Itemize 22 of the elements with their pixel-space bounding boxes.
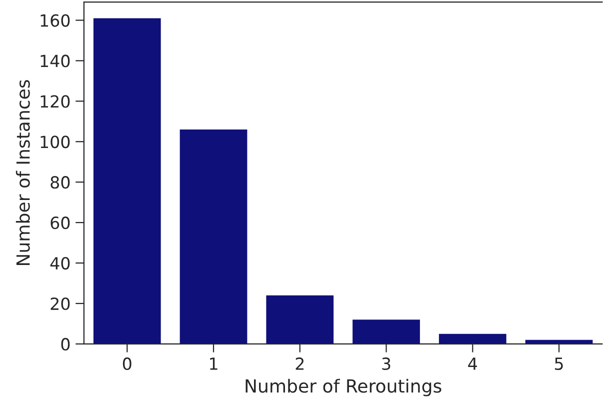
y-tick-label: 60 — [50, 216, 70, 230]
y-tick-label: 160 — [40, 14, 70, 27]
x-tick-label: 1 — [210, 358, 218, 370]
y-tick-label: 40 — [50, 256, 70, 270]
bar — [180, 129, 248, 344]
x-tick-label: 3 — [382, 357, 390, 370]
y-tick-label: 100 — [40, 136, 70, 148]
y-tick-label: 120 — [40, 95, 70, 108]
bar — [352, 320, 420, 344]
y-tick-label: 140 — [40, 54, 70, 68]
bar — [93, 18, 161, 344]
bar — [266, 295, 334, 344]
x-axis-title: Number of Reroutings — [246, 378, 442, 396]
y-axis-title: Number of Instances — [16, 80, 30, 266]
x-tick-label: 4 — [468, 358, 477, 370]
y-tick-label: 0 — [61, 338, 70, 351]
x-tick-label: 0 — [122, 357, 132, 370]
x-tick-label: 2 — [296, 357, 304, 370]
bar — [438, 334, 506, 344]
x-tick-label: 5 — [554, 358, 563, 370]
y-tick-label: 80 — [50, 176, 70, 189]
y-tick-label: 20 — [50, 297, 70, 310]
